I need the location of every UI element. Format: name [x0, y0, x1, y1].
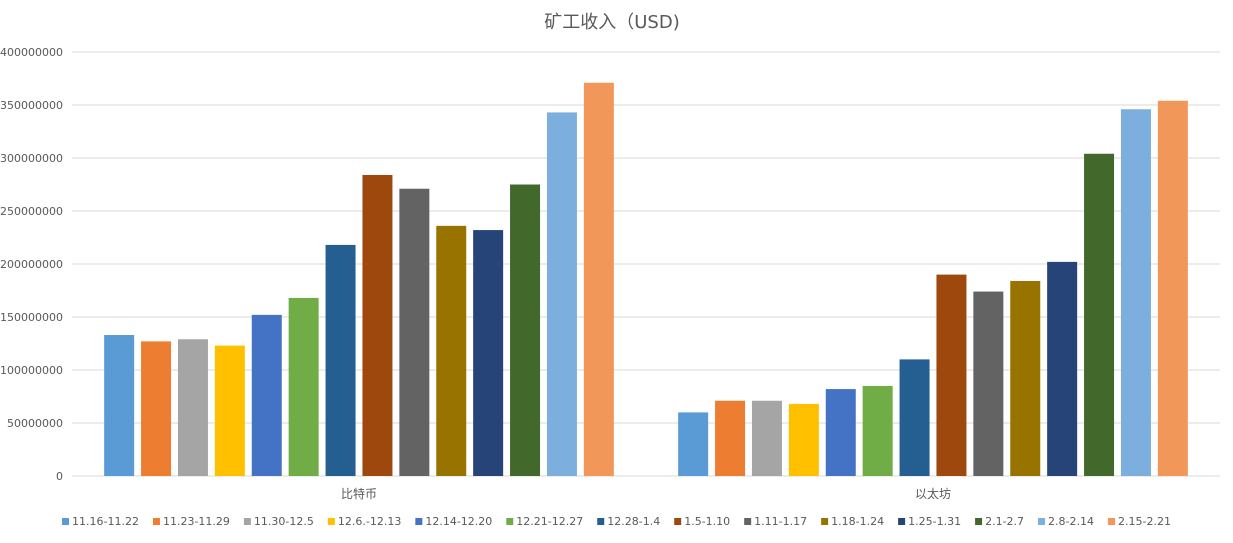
legend-swatch: [327, 518, 335, 525]
bar: [325, 244, 356, 476]
legend-swatch: [243, 518, 251, 525]
bar: [104, 335, 135, 476]
bar: [583, 82, 614, 477]
legend-swatch: [1108, 518, 1116, 525]
y-tick-label: 0: [56, 470, 63, 483]
y-tick-label: 300000000: [0, 152, 63, 165]
legend-label: 11.23-11.29: [163, 515, 230, 528]
legend-label: 12.14-12.20: [425, 515, 492, 528]
legend-label: 2.15-2.21: [1118, 515, 1171, 528]
bar: [1120, 109, 1151, 477]
legend-label: 12.21-12.27: [516, 515, 583, 528]
legend-label: 1.18-1.24: [831, 515, 884, 528]
legend-swatch: [506, 518, 514, 525]
bar: [936, 274, 967, 476]
bar: [862, 385, 893, 476]
legend-swatch: [744, 518, 752, 525]
bar: [510, 184, 541, 476]
bar: [251, 314, 282, 476]
bar: [751, 400, 782, 476]
bar: [825, 389, 856, 476]
bar: [399, 188, 430, 477]
legend-label: 12.28-1.4: [607, 515, 660, 528]
bar: [546, 112, 577, 477]
y-tick-label: 400000000: [0, 46, 63, 59]
legend-label: 2.8-2.14: [1048, 515, 1094, 528]
bar: [436, 225, 467, 476]
bar: [141, 341, 172, 476]
category-label: 比特币: [341, 486, 377, 501]
y-tick-label: 100000000: [0, 364, 63, 377]
y-tick-label: 200000000: [0, 258, 63, 271]
bar: [1010, 280, 1041, 476]
legend-swatch: [1038, 518, 1046, 525]
bar: [715, 400, 746, 476]
legend-label: 2.1-2.7: [985, 515, 1024, 528]
legend-swatch: [62, 518, 70, 525]
bar: [899, 359, 930, 476]
bar: [214, 345, 245, 476]
y-axis-ticks: 0 50000000 100000000 150000000 200000000 2500…: [0, 46, 63, 483]
legend-label: 1.25-1.31: [908, 515, 961, 528]
legend-label: 1.11-1.17: [754, 515, 807, 528]
legend-swatch: [898, 518, 906, 525]
category-labels: 比特币 以太坊: [341, 486, 951, 501]
legend-swatch: [674, 518, 682, 525]
bar: [1157, 100, 1188, 476]
legend: 11.16-11.22 11.23-11.29 11.30-12.5 12.6.-12…: [62, 515, 1171, 528]
y-tick-label: 150000000: [0, 311, 63, 324]
bar: [288, 297, 319, 476]
bar: [973, 291, 1004, 476]
y-tick-label: 50000000: [7, 417, 63, 430]
legend-label: 12.6.-12.13: [338, 515, 401, 528]
bar: [788, 403, 819, 476]
bar: [177, 339, 208, 476]
bars: [104, 82, 1188, 477]
legend-label: 11.16-11.22: [72, 515, 139, 528]
legend-label: 11.30-12.5: [254, 515, 314, 528]
bar: [678, 412, 709, 476]
bar: [1084, 153, 1115, 476]
category-label: 以太坊: [915, 486, 951, 501]
y-tick-label: 350000000: [0, 99, 63, 112]
y-tick-label: 250000000: [0, 205, 63, 218]
bar: [1047, 261, 1078, 476]
chart-title: 矿工收入（USD): [544, 12, 679, 33]
bar: [362, 174, 393, 476]
legend-swatch: [975, 518, 983, 525]
legend-swatch: [415, 518, 423, 525]
legend-swatch: [152, 518, 160, 525]
bar: [473, 230, 504, 476]
legend-label: 1.5-1.10: [684, 515, 730, 528]
legend-swatch: [821, 518, 829, 525]
legend-swatch: [597, 518, 605, 525]
